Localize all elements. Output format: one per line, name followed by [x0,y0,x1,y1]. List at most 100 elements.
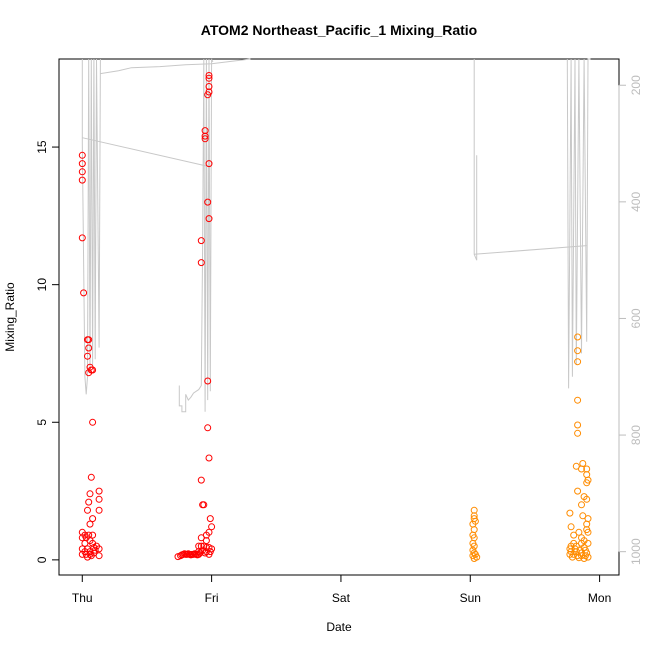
pressure-line [178,58,214,413]
data-point [89,531,97,539]
data-point [78,160,86,168]
pressure-lines [81,58,591,413]
pressure-line [473,59,478,261]
pressure-line [100,58,251,75]
data-point [87,473,95,481]
data-point [85,498,93,506]
x-tick-label: Thu [72,591,93,605]
data-points [78,72,592,562]
data-point [583,479,591,487]
data-point [80,289,88,297]
data-point [78,151,86,159]
data-point [86,490,94,498]
x-tick-label: Sun [460,591,481,605]
data-point [204,198,212,206]
data-point [86,520,94,528]
data-point [575,554,583,562]
data-point [204,424,212,432]
data-point [201,549,209,557]
data-point [197,476,205,484]
data-point [78,168,86,176]
data-point [574,429,582,437]
data-point [579,512,587,520]
data-point [567,523,575,531]
data-point [84,506,91,514]
data-point [580,555,588,562]
axes: Thu Fri Sat Sun Mon 0 5 10 15 200 400 600 800 1000 [35,75,643,605]
data-point [205,550,213,558]
data-point [568,553,576,561]
data-point [206,515,214,523]
data-point [201,132,209,140]
data-point [95,495,103,503]
data-point [95,506,103,514]
data-point [570,531,578,539]
x-axis-label: Date [326,620,352,634]
data-point [205,72,213,79]
pressure-line [81,58,101,395]
data-point [89,366,97,374]
data-point [205,160,213,168]
y-tick-label: 0 [35,556,49,563]
data-point [201,135,209,143]
y2-tick-label: 800 [629,425,643,445]
y2-tick-label: 600 [629,308,643,328]
plot-frame [58,58,620,576]
data-point [197,237,205,245]
data-point [470,542,478,550]
data-point [95,552,103,560]
data-point [575,528,583,536]
data-point [87,552,95,560]
data-point [78,534,86,542]
data-point [584,539,592,547]
data-point [89,418,97,426]
data-point [195,550,203,558]
data-point [78,176,86,184]
data-point [204,377,212,385]
x-tick-label: Sat [332,591,351,605]
data-point [85,336,93,344]
data-point [202,537,210,545]
data-point [566,509,574,517]
data-point [578,501,585,509]
data-point [574,421,582,429]
data-point [205,74,213,82]
data-point [584,528,592,536]
data-point [85,344,93,352]
y2-tick-label: 1000 [629,538,643,565]
data-point [208,523,216,531]
data-point [89,515,97,523]
data-point [95,545,103,553]
data-point [200,501,208,509]
y2-tick-label: 200 [629,75,643,95]
y-tick-label: 10 [35,278,49,292]
pressure-line [82,137,211,168]
y-tick-label: 5 [35,419,49,426]
data-point [574,487,582,495]
data-point [583,495,591,503]
data-point [574,552,582,560]
data-point [84,352,91,360]
x-tick-label: Fri [205,591,219,605]
data-point [584,553,592,561]
data-point [574,347,582,355]
data-point [197,542,205,550]
data-point [205,215,213,223]
y-tick-label: 15 [35,140,49,154]
data-point [574,358,582,366]
data-point [95,487,103,495]
chart-title: ATOM2 Northeast_Pacific_1 Mixing_Ratio [201,22,477,38]
data-point [574,396,582,404]
data-point [204,91,212,99]
data-point [574,333,582,341]
data-point [84,553,91,561]
data-point [578,465,585,473]
pressure-line [566,58,591,389]
data-point [81,539,89,547]
x-tick-label: Mon [588,591,611,605]
data-point [470,555,478,562]
data-point [78,234,86,242]
data-point [197,259,205,267]
y2-tick-label: 400 [629,192,643,212]
